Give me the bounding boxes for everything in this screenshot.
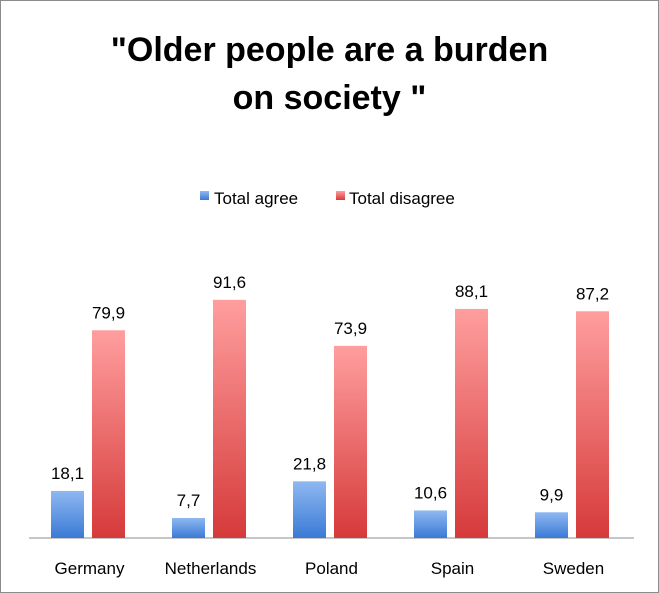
category-label-netherlands: Netherlands	[165, 559, 257, 578]
legend-swatch-total-disagree	[336, 191, 345, 200]
value-label-total-disagree-germany: 79,9	[92, 303, 125, 322]
bar-total-agree-sweden	[535, 512, 568, 538]
bar-total-disagree-poland	[334, 345, 367, 538]
value-label-total-disagree-netherlands: 91,6	[213, 273, 246, 292]
value-label-total-disagree-spain: 88,1	[455, 282, 488, 301]
bar-total-disagree-spain	[455, 308, 488, 538]
bar-total-disagree-germany	[92, 330, 125, 538]
legend-label-total-agree: Total agree	[214, 189, 298, 208]
legend-swatch-total-agree	[200, 191, 209, 200]
category-label-sweden: Sweden	[543, 559, 604, 578]
value-label-total-disagree-poland: 73,9	[334, 319, 367, 338]
bar-total-agree-poland	[293, 481, 326, 538]
bar-total-disagree-sweden	[576, 311, 609, 538]
legend-label-total-disagree: Total disagree	[349, 189, 455, 208]
chart-title-line-2: on society "	[232, 79, 427, 117]
category-label-germany: Germany	[55, 559, 125, 578]
value-labels-layer: 18,1 79,9 7,7 91,6 21,8 73,9 10,6 88,1 9,9 87,2	[51, 273, 609, 510]
category-label-poland: Poland	[305, 559, 358, 578]
value-label-total-disagree-sweden: 87,2	[576, 284, 609, 303]
bar-total-disagree-netherlands	[213, 299, 246, 538]
legend: Total agree Total disagree	[200, 189, 455, 208]
bar-total-agree-spain	[414, 510, 447, 538]
value-label-total-agree-spain: 10,6	[414, 483, 447, 502]
chart-title-line-1: "Older people are a burden	[110, 31, 549, 69]
bars-layer	[51, 299, 609, 538]
bar-total-agree-netherlands	[172, 517, 205, 538]
value-label-total-agree-poland: 21,8	[293, 454, 326, 473]
bar-total-agree-germany	[51, 490, 84, 538]
category-labels-layer: Germany Netherlands Poland Spain Sweden	[55, 559, 605, 578]
chart-title: "Older people are a burden on society "	[0, 26, 659, 122]
value-label-total-agree-netherlands: 7,7	[177, 491, 201, 510]
value-label-total-agree-sweden: 9,9	[540, 485, 564, 504]
value-label-total-agree-germany: 18,1	[51, 464, 84, 483]
category-label-spain: Spain	[431, 559, 474, 578]
